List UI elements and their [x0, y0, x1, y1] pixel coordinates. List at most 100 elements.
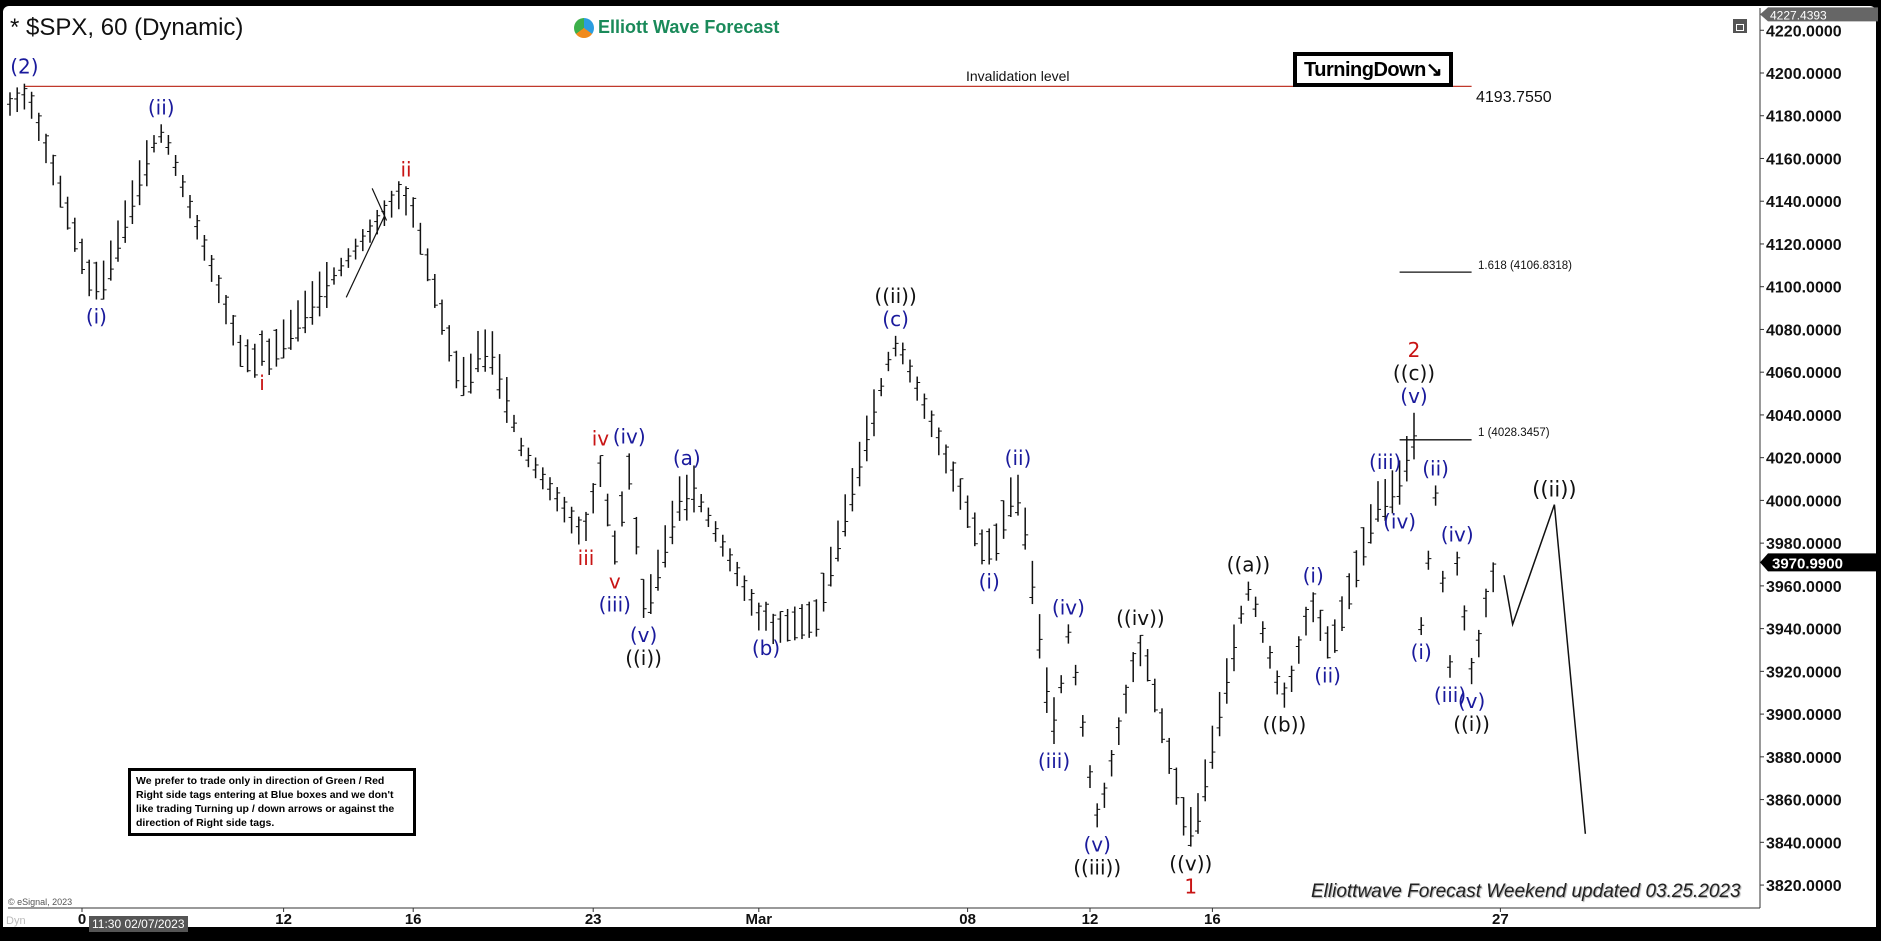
- trend-line: [345, 215, 385, 298]
- x-tick-label: 12: [275, 911, 292, 928]
- ohlc-bar: [237, 334, 244, 367]
- ohlc-bar: [633, 516, 640, 555]
- ohlc-bar: [482, 329, 489, 372]
- ohlc-bar: [1094, 803, 1101, 828]
- ohlc-bar: [1159, 708, 1165, 744]
- wave-label: ((c)): [1393, 361, 1435, 385]
- ohlc-bar: [863, 415, 870, 462]
- top-price-tag-label: 4227.4393: [1770, 8, 1827, 22]
- ohlc-bar: [1454, 551, 1461, 576]
- ohlc-bar: [820, 572, 827, 612]
- y-tick-label: 4200.0000: [1766, 66, 1842, 83]
- ohlc-bar: [899, 342, 906, 365]
- restore-window-icon[interactable]: [1733, 19, 1747, 33]
- ohlc-bar: [1115, 717, 1122, 746]
- ohlc-bar: [395, 181, 402, 210]
- dyn-label[interactable]: Dyn: [6, 915, 26, 927]
- wave-label: i: [259, 371, 265, 395]
- trading-note: We prefer to trade only in direction of …: [128, 768, 416, 836]
- ohlc-bar: [741, 575, 748, 601]
- ohlc-bar: [1447, 655, 1453, 678]
- ohlc-bar: [763, 601, 769, 631]
- ohlc-bar: [129, 180, 136, 225]
- ohlc-bar: [669, 500, 676, 545]
- last-price-tag-label: 3970.9900: [1772, 555, 1843, 572]
- ohlc-bar: [431, 273, 438, 308]
- y-tick-label: 4120.0000: [1766, 237, 1842, 254]
- wave-label: (ii): [148, 95, 175, 119]
- ohlc-bar: [957, 478, 964, 510]
- y-tick-label: 3840.0000: [1766, 835, 1842, 852]
- ohlc-bar: [201, 234, 208, 261]
- ohlc-bar: [1123, 684, 1129, 714]
- ohlc-bar: [1490, 562, 1497, 593]
- invalidation-value: 4193.7550: [1476, 89, 1552, 106]
- ohlc-bar: [165, 135, 172, 155]
- ohlc-bar: [784, 608, 791, 642]
- ohlc-bar: [208, 254, 215, 282]
- ohlc-bar: [943, 444, 949, 474]
- ohlc-bar: [14, 87, 21, 113]
- ohlc-bar: [43, 133, 49, 164]
- ohlc-bar: [547, 477, 553, 501]
- ohlc-bar: [280, 319, 287, 359]
- ohlc-bar: [1209, 725, 1216, 769]
- ohlc-bar: [935, 427, 942, 456]
- ohlc-bar: [1065, 624, 1072, 644]
- ohlc-bar: [511, 414, 517, 433]
- ohlc-bar: [475, 330, 481, 373]
- ohlc-bar: [1015, 474, 1021, 516]
- ohlc-bar: [287, 309, 294, 350]
- ohlc-bar: [849, 468, 856, 512]
- ohlc-bar: [273, 329, 280, 367]
- ohlc-bar: [813, 599, 820, 637]
- x-tick-label: 23: [585, 911, 602, 928]
- ohlc-bar: [611, 530, 618, 565]
- ohlc-bar: [1310, 592, 1317, 623]
- wave-label: ((v)): [1169, 852, 1212, 876]
- ohlc-bar: [1043, 667, 1050, 713]
- y-tick-label: 3960.0000: [1766, 579, 1842, 596]
- ohlc-bar: [79, 238, 85, 275]
- ohlc-bar: [187, 194, 193, 219]
- wave-label: v: [609, 570, 621, 594]
- wave-label: (iv): [613, 424, 646, 448]
- wave-label: (iii): [1434, 683, 1466, 707]
- ohlc-bar: [251, 343, 258, 378]
- ohlc-bar: [410, 197, 417, 228]
- ohlc-bar: [1367, 504, 1374, 544]
- wave-label: (i): [1411, 640, 1432, 664]
- ohlc-bar: [532, 457, 539, 479]
- wave-label: (iv): [1383, 510, 1416, 534]
- wave-label: 2: [1408, 338, 1421, 362]
- ohlc-bar: [647, 574, 654, 614]
- ohlc-bar: [979, 529, 985, 565]
- wave-label: (ii): [1422, 456, 1449, 480]
- ohlc-bar: [503, 377, 510, 423]
- ohlc-bar: [403, 186, 409, 216]
- ohlc-bar: [791, 606, 798, 641]
- ohlc-bar: [561, 496, 568, 523]
- y-tick-label: 3880.0000: [1766, 750, 1842, 767]
- ohlc-bar: [698, 493, 705, 513]
- ohlc-bar: [770, 613, 777, 645]
- ohlc-bar: [878, 378, 885, 397]
- ohlc-bar: [1238, 605, 1245, 624]
- ohlc-bar: [50, 154, 57, 186]
- turning-down-label: TurningDown: [1304, 59, 1426, 81]
- ohlc-bar: [777, 611, 784, 643]
- ohlc-bar: [986, 528, 993, 565]
- ohlc-bar: [1231, 624, 1237, 672]
- y-tick-label: 4000.0000: [1766, 493, 1842, 510]
- ohlc-bar: [143, 140, 150, 187]
- ohlc-bar: [993, 523, 1000, 561]
- ohlc-bar: [1396, 460, 1403, 505]
- ohlc-bar: [575, 516, 582, 545]
- wave-label: ((a)): [1227, 553, 1270, 577]
- ohlc-bar: [1483, 588, 1489, 618]
- ohlc-bar: [1303, 606, 1309, 636]
- ohlc-bar: [1389, 470, 1396, 514]
- ohlc-bar: [950, 461, 957, 492]
- wave-label: iv: [592, 427, 610, 451]
